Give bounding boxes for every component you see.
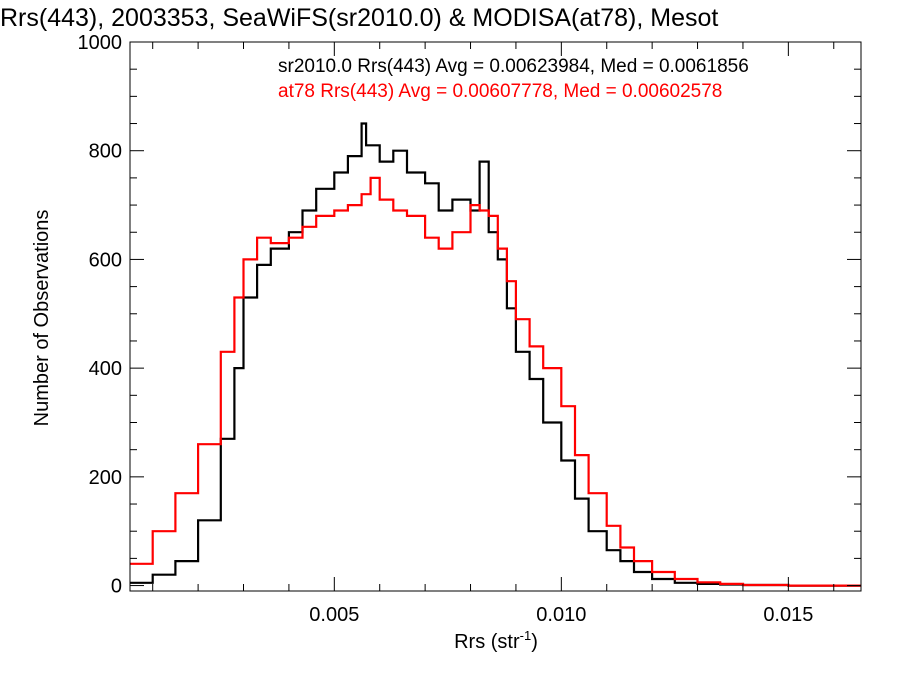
x-axis-label: Rrs (str-1) (454, 628, 538, 653)
y-tick-label: 0 (111, 576, 122, 598)
y-tick-label: 200 (89, 467, 122, 489)
y-tick-label: 400 (89, 358, 122, 380)
x-axis-label-close: ) (531, 631, 538, 653)
y-axis-label: Number of Observations (31, 210, 53, 427)
plot-area: 0 200 400 600 800 1000 0.005 0.010 0.015 (78, 32, 862, 626)
x-tick-label: 0.010 (536, 604, 586, 626)
legend-entry-at78: at78 Rrs(443) Avg = 0.00607778, Med = 0.… (278, 81, 722, 102)
series-line-1 (130, 176, 861, 587)
x-tick-label: 0.015 (763, 604, 813, 626)
x-tick-label: 0.005 (309, 604, 359, 626)
series-line-0 (130, 122, 861, 587)
y-tick-label: 800 (89, 141, 122, 163)
legend-entry-sr2010: sr2010.0 Rrs(443) Avg = 0.00623984, Med … (278, 56, 749, 77)
y-tick-label: 1000 (78, 32, 123, 54)
plot-frame (129, 41, 862, 592)
x-axis-label-superscript: -1 (520, 628, 532, 643)
y-tick-label: 600 (89, 249, 122, 271)
x-axis-label-main: Rrs (str (454, 631, 520, 653)
chart-title: Rrs(443), 2003353, SeaWiFS(sr2010.0) & M… (0, 4, 718, 32)
